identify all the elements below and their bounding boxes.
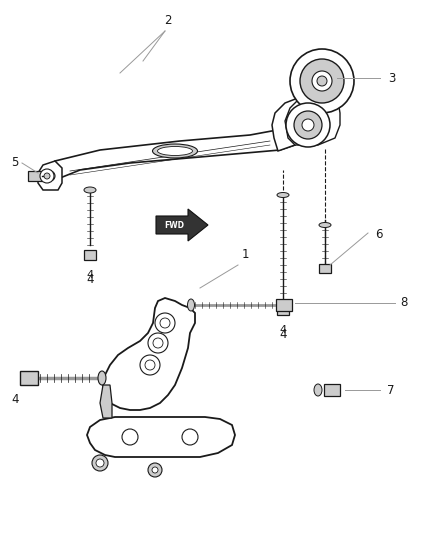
Circle shape — [153, 338, 163, 348]
Ellipse shape — [187, 299, 194, 311]
Ellipse shape — [277, 192, 289, 198]
Circle shape — [294, 111, 322, 139]
Circle shape — [312, 71, 332, 91]
Circle shape — [182, 429, 198, 445]
Circle shape — [302, 119, 314, 131]
Circle shape — [96, 459, 104, 467]
Polygon shape — [45, 128, 300, 188]
Circle shape — [148, 333, 168, 353]
Ellipse shape — [152, 144, 198, 158]
Text: 4: 4 — [86, 273, 94, 286]
Circle shape — [155, 313, 175, 333]
FancyBboxPatch shape — [84, 250, 96, 260]
Text: 6: 6 — [375, 229, 382, 241]
Ellipse shape — [158, 147, 192, 156]
Ellipse shape — [319, 222, 331, 228]
Text: 4: 4 — [11, 393, 19, 406]
Circle shape — [152, 467, 158, 473]
Circle shape — [40, 169, 54, 183]
FancyBboxPatch shape — [319, 264, 331, 273]
Polygon shape — [103, 298, 195, 410]
Ellipse shape — [98, 371, 106, 385]
Circle shape — [290, 49, 354, 113]
Circle shape — [145, 360, 155, 370]
FancyBboxPatch shape — [277, 305, 289, 315]
Circle shape — [122, 429, 138, 445]
Text: 7: 7 — [387, 384, 395, 397]
Circle shape — [286, 103, 330, 147]
Circle shape — [317, 76, 327, 86]
Ellipse shape — [84, 187, 96, 193]
Circle shape — [160, 318, 170, 328]
Text: 4: 4 — [279, 325, 286, 335]
Circle shape — [92, 455, 108, 471]
Circle shape — [300, 59, 344, 103]
Circle shape — [45, 171, 55, 181]
Circle shape — [44, 173, 50, 179]
Text: 1: 1 — [242, 248, 250, 261]
FancyBboxPatch shape — [324, 384, 340, 396]
Text: 3: 3 — [388, 71, 396, 85]
FancyBboxPatch shape — [20, 371, 38, 385]
FancyBboxPatch shape — [276, 299, 292, 311]
Text: FWD: FWD — [164, 221, 184, 230]
Circle shape — [148, 463, 162, 477]
Text: 8: 8 — [400, 296, 407, 310]
Circle shape — [140, 355, 160, 375]
Polygon shape — [87, 417, 235, 457]
Ellipse shape — [314, 384, 322, 396]
Polygon shape — [285, 93, 340, 145]
Text: 4: 4 — [86, 270, 94, 280]
Polygon shape — [156, 209, 208, 241]
Polygon shape — [272, 98, 315, 151]
Polygon shape — [38, 161, 62, 190]
Polygon shape — [100, 385, 112, 418]
Text: 4: 4 — [279, 328, 287, 341]
Text: 5: 5 — [11, 156, 19, 168]
Text: 2: 2 — [164, 14, 172, 27]
FancyBboxPatch shape — [28, 171, 42, 181]
